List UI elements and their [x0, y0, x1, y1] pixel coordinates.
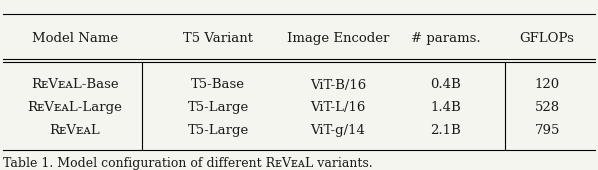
Text: T5 Variant: T5 Variant — [183, 32, 254, 45]
Text: 0.4B: 0.4B — [430, 79, 461, 91]
Text: 120: 120 — [535, 79, 560, 91]
Text: T5-Large: T5-Large — [188, 101, 249, 114]
Text: RᴇVᴇᴀL-Base: RᴇVᴇᴀL-Base — [31, 79, 118, 91]
Text: RᴇVᴇᴀL-Large: RᴇVᴇᴀL-Large — [28, 101, 122, 114]
Text: # params.: # params. — [411, 32, 480, 45]
Text: T5-Large: T5-Large — [188, 124, 249, 137]
Text: Image Encoder: Image Encoder — [286, 32, 389, 45]
Text: ViT-g/14: ViT-g/14 — [310, 124, 365, 137]
Text: Table 1. Model configuration of different RᴇVᴇᴀL variants.: Table 1. Model configuration of differen… — [3, 157, 373, 170]
Text: 528: 528 — [535, 101, 560, 114]
Text: 795: 795 — [535, 124, 560, 137]
Text: T5-Base: T5-Base — [191, 79, 245, 91]
Text: RᴇVᴇᴀL: RᴇVᴇᴀL — [50, 124, 100, 137]
Text: 1.4B: 1.4B — [430, 101, 461, 114]
Text: ViT-B/16: ViT-B/16 — [310, 79, 366, 91]
Text: GFLOPs: GFLOPs — [520, 32, 575, 45]
Text: Model Name: Model Name — [32, 32, 118, 45]
Text: 2.1B: 2.1B — [430, 124, 461, 137]
Text: ViT-L/16: ViT-L/16 — [310, 101, 365, 114]
